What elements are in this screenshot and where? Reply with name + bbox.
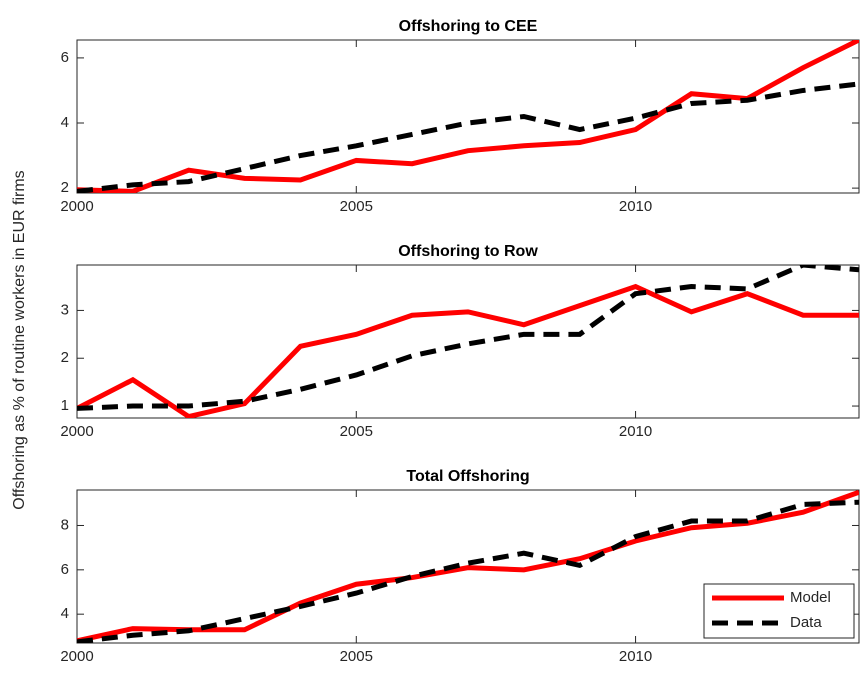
y-tick-label: 4 <box>61 605 69 622</box>
legend-label: Model <box>790 589 831 606</box>
y-tick-label: 2 <box>61 349 69 366</box>
y-axis-label: Offshoring as % of routine workers in EU… <box>11 170 28 509</box>
subplot-title: Total Offshoring <box>406 468 529 485</box>
y-tick-label: 6 <box>61 49 69 66</box>
line-series <box>77 40 859 193</box>
subplot-title: Offshoring to CEE <box>399 18 538 35</box>
x-tick-label: 2005 <box>340 423 373 440</box>
y-tick-label: 6 <box>61 561 69 578</box>
y-tick-label: 3 <box>61 301 69 318</box>
x-tick-label: 2000 <box>60 648 93 665</box>
line-series <box>77 283 859 418</box>
y-tick-label: 4 <box>61 114 69 131</box>
x-tick-label: 2000 <box>60 198 93 215</box>
x-tick-label: 2005 <box>340 198 373 215</box>
line-series <box>77 81 859 193</box>
line-series <box>77 265 859 411</box>
subplot-title: Offshoring to Row <box>398 243 538 260</box>
y-tick-label: 8 <box>61 516 69 533</box>
line-series <box>77 490 859 643</box>
y-tick-label: 2 <box>61 179 69 196</box>
x-tick-label: 2010 <box>619 198 652 215</box>
x-tick-label: 2010 <box>619 648 652 665</box>
legend-label: Data <box>790 614 822 631</box>
line-series <box>77 499 859 643</box>
x-tick-label: 2000 <box>60 423 93 440</box>
axes-box <box>76 39 860 194</box>
axes-box <box>76 264 860 419</box>
x-tick-label: 2005 <box>340 648 373 665</box>
x-tick-label: 2010 <box>619 423 652 440</box>
legend-box <box>703 583 855 639</box>
y-tick-label: 1 <box>61 397 69 414</box>
